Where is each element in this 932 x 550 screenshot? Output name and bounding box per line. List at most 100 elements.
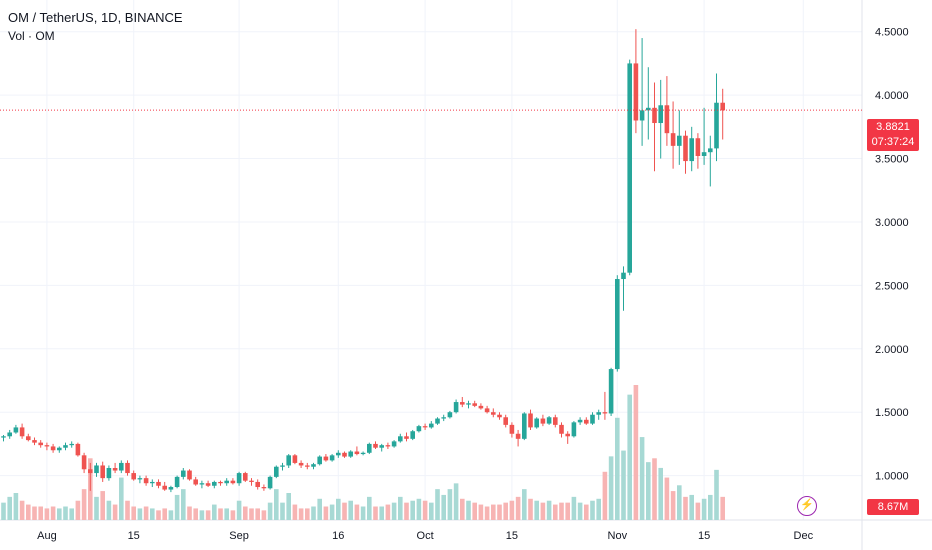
candle	[602, 412, 608, 414]
candle	[478, 405, 484, 409]
candle	[559, 424, 564, 434]
candle	[615, 279, 620, 370]
candle	[453, 402, 459, 413]
volume-bar	[491, 504, 496, 520]
candle	[683, 135, 688, 162]
candle	[677, 135, 682, 146]
candle	[348, 451, 353, 457]
y-tick-label: 2.5000	[875, 280, 909, 292]
volume-bar	[311, 506, 316, 520]
candle	[336, 452, 341, 456]
candle	[714, 102, 719, 149]
candle	[205, 483, 211, 486]
candle	[255, 481, 260, 488]
x-tick-label: 15	[128, 530, 140, 542]
volume-bar	[162, 508, 167, 520]
volume-bar	[255, 508, 260, 520]
x-tick-label: 15	[506, 530, 518, 542]
volume-bar	[38, 506, 43, 520]
candle	[63, 445, 68, 448]
candle	[441, 417, 446, 419]
candle	[329, 455, 335, 461]
volume-bar	[602, 471, 608, 520]
candle	[385, 445, 391, 447]
last-price-badge: 3.8821 07:37:24	[867, 119, 919, 151]
volume-bar	[621, 450, 626, 520]
volume-bar	[75, 500, 81, 520]
volume-bar	[286, 493, 291, 520]
y-tick-label: 1.5000	[875, 407, 909, 419]
candle	[416, 426, 422, 432]
volume-bar	[32, 506, 37, 520]
volume-bar	[63, 506, 68, 520]
volume-bar	[639, 437, 645, 520]
candle	[627, 63, 632, 273]
candle	[367, 443, 372, 453]
candle	[664, 105, 670, 134]
volume-bar	[367, 496, 372, 520]
volume-bar	[664, 477, 670, 520]
candle	[460, 402, 465, 405]
y-tick-label: 2.0000	[875, 344, 909, 356]
volume-bar	[509, 500, 515, 520]
volume-bar	[323, 506, 329, 520]
volume-bar	[187, 506, 192, 520]
candle	[236, 473, 242, 484]
volume-bar	[280, 502, 285, 520]
volume-bar	[646, 462, 651, 520]
lightning-bolt-icon[interactable]: ⚡	[797, 496, 817, 516]
volume-bar	[497, 504, 502, 520]
candle	[187, 470, 192, 480]
volume-bar	[522, 489, 527, 520]
volume-bar	[199, 510, 205, 520]
candle	[261, 487, 267, 489]
candle	[26, 436, 31, 441]
volume-bar	[571, 496, 577, 520]
volume-bar	[466, 500, 471, 520]
volume-bar	[435, 489, 440, 520]
candle	[150, 481, 155, 484]
candle	[373, 443, 378, 448]
volume-bar	[354, 504, 360, 520]
volume-bar	[534, 500, 539, 520]
candle	[267, 476, 273, 489]
volume-bar	[410, 500, 415, 520]
volume-bar	[218, 508, 223, 520]
volume-bar	[708, 494, 713, 520]
volume-bar	[168, 510, 174, 520]
volume-bar	[559, 502, 564, 520]
candle	[429, 423, 434, 428]
candle	[292, 455, 298, 463]
candle	[119, 462, 124, 471]
volume-indicator-label: Vol · OM	[8, 29, 55, 43]
volume-bar	[212, 504, 217, 520]
x-tick-label: Nov	[608, 530, 628, 542]
candle	[540, 418, 546, 424]
candle	[162, 485, 167, 490]
volume-bar	[274, 489, 279, 520]
candle	[181, 470, 186, 477]
candle	[410, 431, 415, 439]
candle	[354, 451, 360, 455]
candle	[565, 433, 570, 437]
candle	[422, 426, 428, 428]
volume-bar	[596, 498, 601, 520]
candle	[212, 481, 217, 486]
volume-bar	[125, 500, 130, 520]
volume-bar	[7, 496, 12, 520]
volume-bar	[391, 502, 397, 520]
volume-bar	[106, 500, 112, 520]
candle	[528, 413, 533, 428]
candle	[497, 414, 502, 418]
volume-bar	[652, 458, 657, 520]
candle	[584, 419, 589, 424]
candle	[484, 408, 490, 413]
volume-bar	[528, 498, 533, 520]
y-tick-label: 1.0000	[875, 471, 909, 483]
volume-bar	[336, 498, 341, 520]
volume-bar	[348, 500, 353, 520]
candle	[243, 473, 248, 481]
volume-bar	[156, 510, 161, 520]
